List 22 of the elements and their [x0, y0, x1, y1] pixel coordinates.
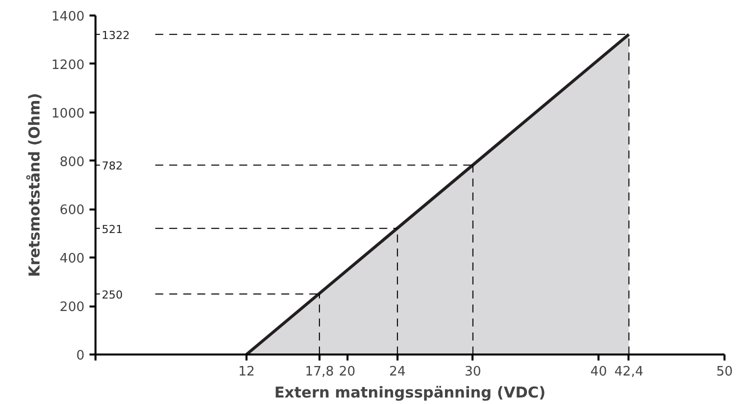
x-tick-label: 20: [338, 364, 356, 380]
y-axis-title: Kretsmotstånd (Ohm): [25, 92, 44, 278]
ref-line-label: 250: [102, 288, 123, 302]
y-tick-label: 600: [60, 203, 85, 218]
y-tick-label: 800: [60, 154, 85, 170]
x-tick-label: 42,4: [614, 364, 644, 380]
y-tick-label: 1000: [51, 106, 85, 122]
y-tick-label: 0: [76, 348, 85, 364]
x-tick-label: 30: [464, 364, 482, 380]
y-tick-label: 400: [60, 252, 85, 267]
y-tick-label: 1200: [51, 58, 85, 73]
x-tick-label: 12: [238, 364, 255, 380]
x-tick-label: 17,8: [304, 364, 334, 380]
ref-line-label: 782: [102, 160, 123, 173]
x-tick-label: 40: [590, 364, 607, 380]
ref-line-label: 521: [102, 222, 123, 236]
x-tick-label: 50: [716, 364, 733, 380]
x-tick-label: 24: [389, 364, 406, 380]
ref-line-label: 1322: [102, 28, 130, 42]
y-tick-label: 1400: [51, 10, 85, 24]
x-axis-title: Extern matningsspänning (VDC): [274, 384, 546, 402]
y-tick-label: 200: [60, 300, 85, 316]
